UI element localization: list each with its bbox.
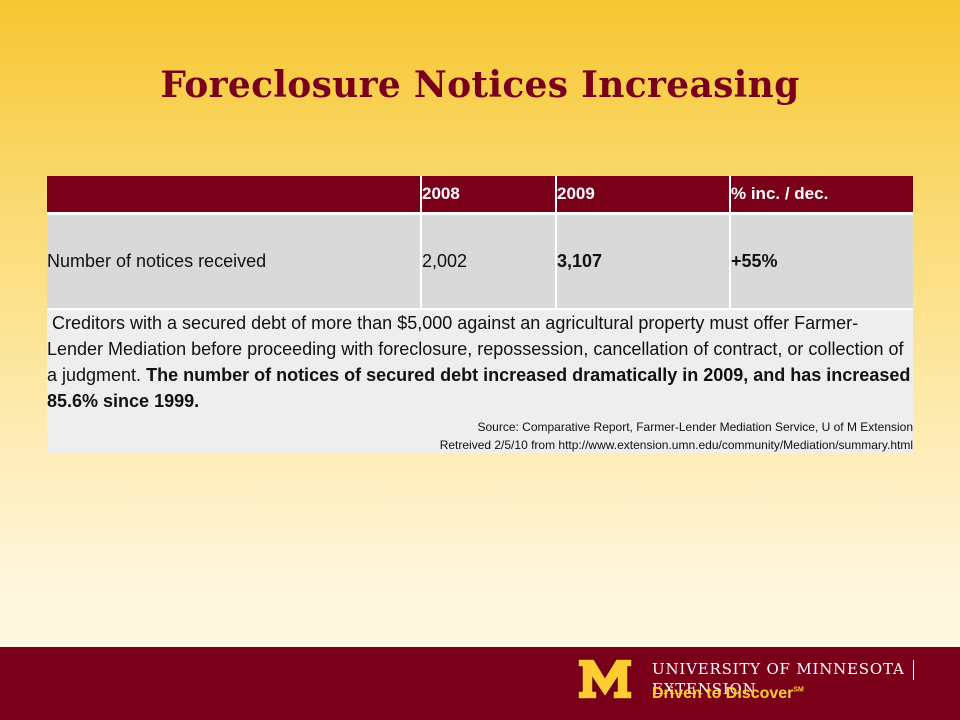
note-paragraph: Creditors with a secured debt of more th…: [47, 310, 913, 414]
service-mark: SM: [793, 686, 804, 694]
university-m-logo: [577, 658, 633, 700]
slide-title: Foreclosure Notices Increasing: [160, 64, 800, 106]
university-wordmark: UNIVERSITY OF MINNESOTA EXTENSION: [652, 660, 960, 698]
university-name: UNIVERSITY OF MINNESOTA: [652, 660, 905, 678]
cell-2009: 3,107: [555, 213, 730, 310]
cell-change: +55%: [729, 213, 913, 310]
table-row: Number of notices received 2,002 3,107 +…: [47, 213, 913, 310]
note-cell: Creditors with a secured debt of more th…: [47, 309, 913, 454]
tagline-text: Driven to Discover: [652, 685, 794, 702]
cell-2008: 2,002: [420, 213, 556, 310]
header-cell-change: % inc. / dec.: [729, 176, 913, 215]
footer-bar: [0, 647, 960, 720]
row-label: Number of notices received: [47, 213, 421, 310]
tagline: Driven to DiscoverSM: [652, 685, 804, 703]
notices-table: 2008 2009 % inc. / dec. Number of notice…: [47, 176, 913, 454]
note-text: Creditors with a secured debt of more th…: [47, 313, 904, 385]
header-cell-2008: 2008: [420, 176, 556, 215]
source-citation: Source: Comparative Report, Farmer-Lende…: [47, 418, 913, 454]
note-row: Creditors with a secured debt of more th…: [47, 309, 913, 454]
unit-name: EXTENSION: [652, 680, 757, 698]
header-cell-2009: 2009: [555, 176, 730, 215]
source-line-1: Source: Comparative Report, Farmer-Lende…: [477, 420, 913, 434]
wordmark-divider: [912, 660, 914, 680]
header-cell-empty: [47, 176, 421, 215]
table-header-row: 2008 2009 % inc. / dec.: [47, 176, 913, 215]
note-text-bold: The number of notices of secured debt in…: [47, 365, 911, 411]
source-line-2: Retreived 2/5/10 from http://www.extensi…: [439, 438, 913, 452]
